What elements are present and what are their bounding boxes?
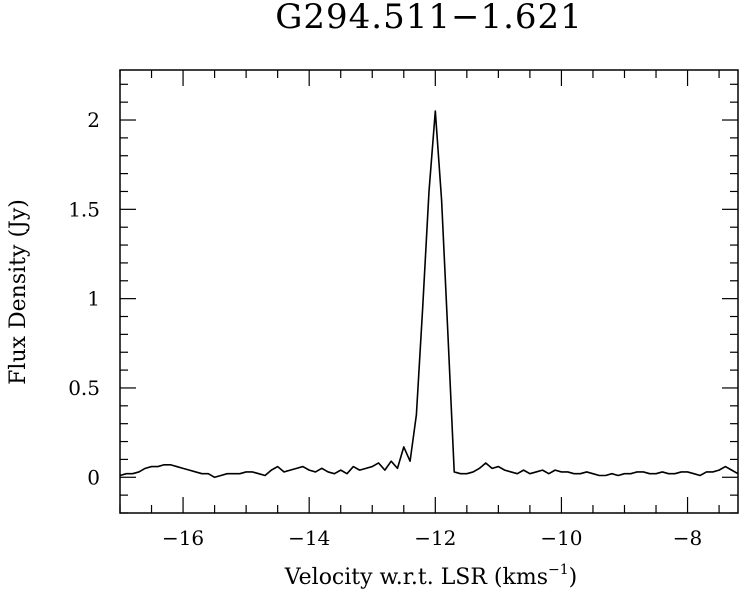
x-tick-label: −14 — [288, 526, 330, 550]
axis-ticks — [119, 70, 738, 514]
y-tick-label: 2 — [87, 108, 100, 132]
y-tick-label: 0 — [87, 465, 100, 489]
x-tick-label: −8 — [673, 526, 702, 550]
y-tick-label: 1 — [87, 287, 100, 311]
x-tick-label: −12 — [414, 526, 456, 550]
chart-title: G294.511−1.621 — [275, 0, 583, 37]
x-axis-label-close: ) — [569, 565, 578, 590]
x-axis-label: Velocity w.r.t. LSR (kms−1) — [284, 562, 577, 590]
y-tick-label: 0.5 — [68, 376, 100, 400]
tick-labels: −16 −14 −12 −10 −8 0 0.5 1 1.5 2 — [68, 108, 702, 550]
y-tick-label: 1.5 — [68, 197, 100, 221]
x-axis-label-main: Velocity w.r.t. LSR (kms — [284, 565, 548, 590]
x-axis-label-superscript: −1 — [548, 562, 569, 578]
plot-frame — [119, 69, 739, 514]
flux-density-line — [119, 110, 739, 479]
x-tick-label: −16 — [162, 526, 204, 550]
y-axis-label: Flux Density (Jy) — [6, 199, 31, 385]
x-tick-label: −10 — [540, 526, 582, 550]
